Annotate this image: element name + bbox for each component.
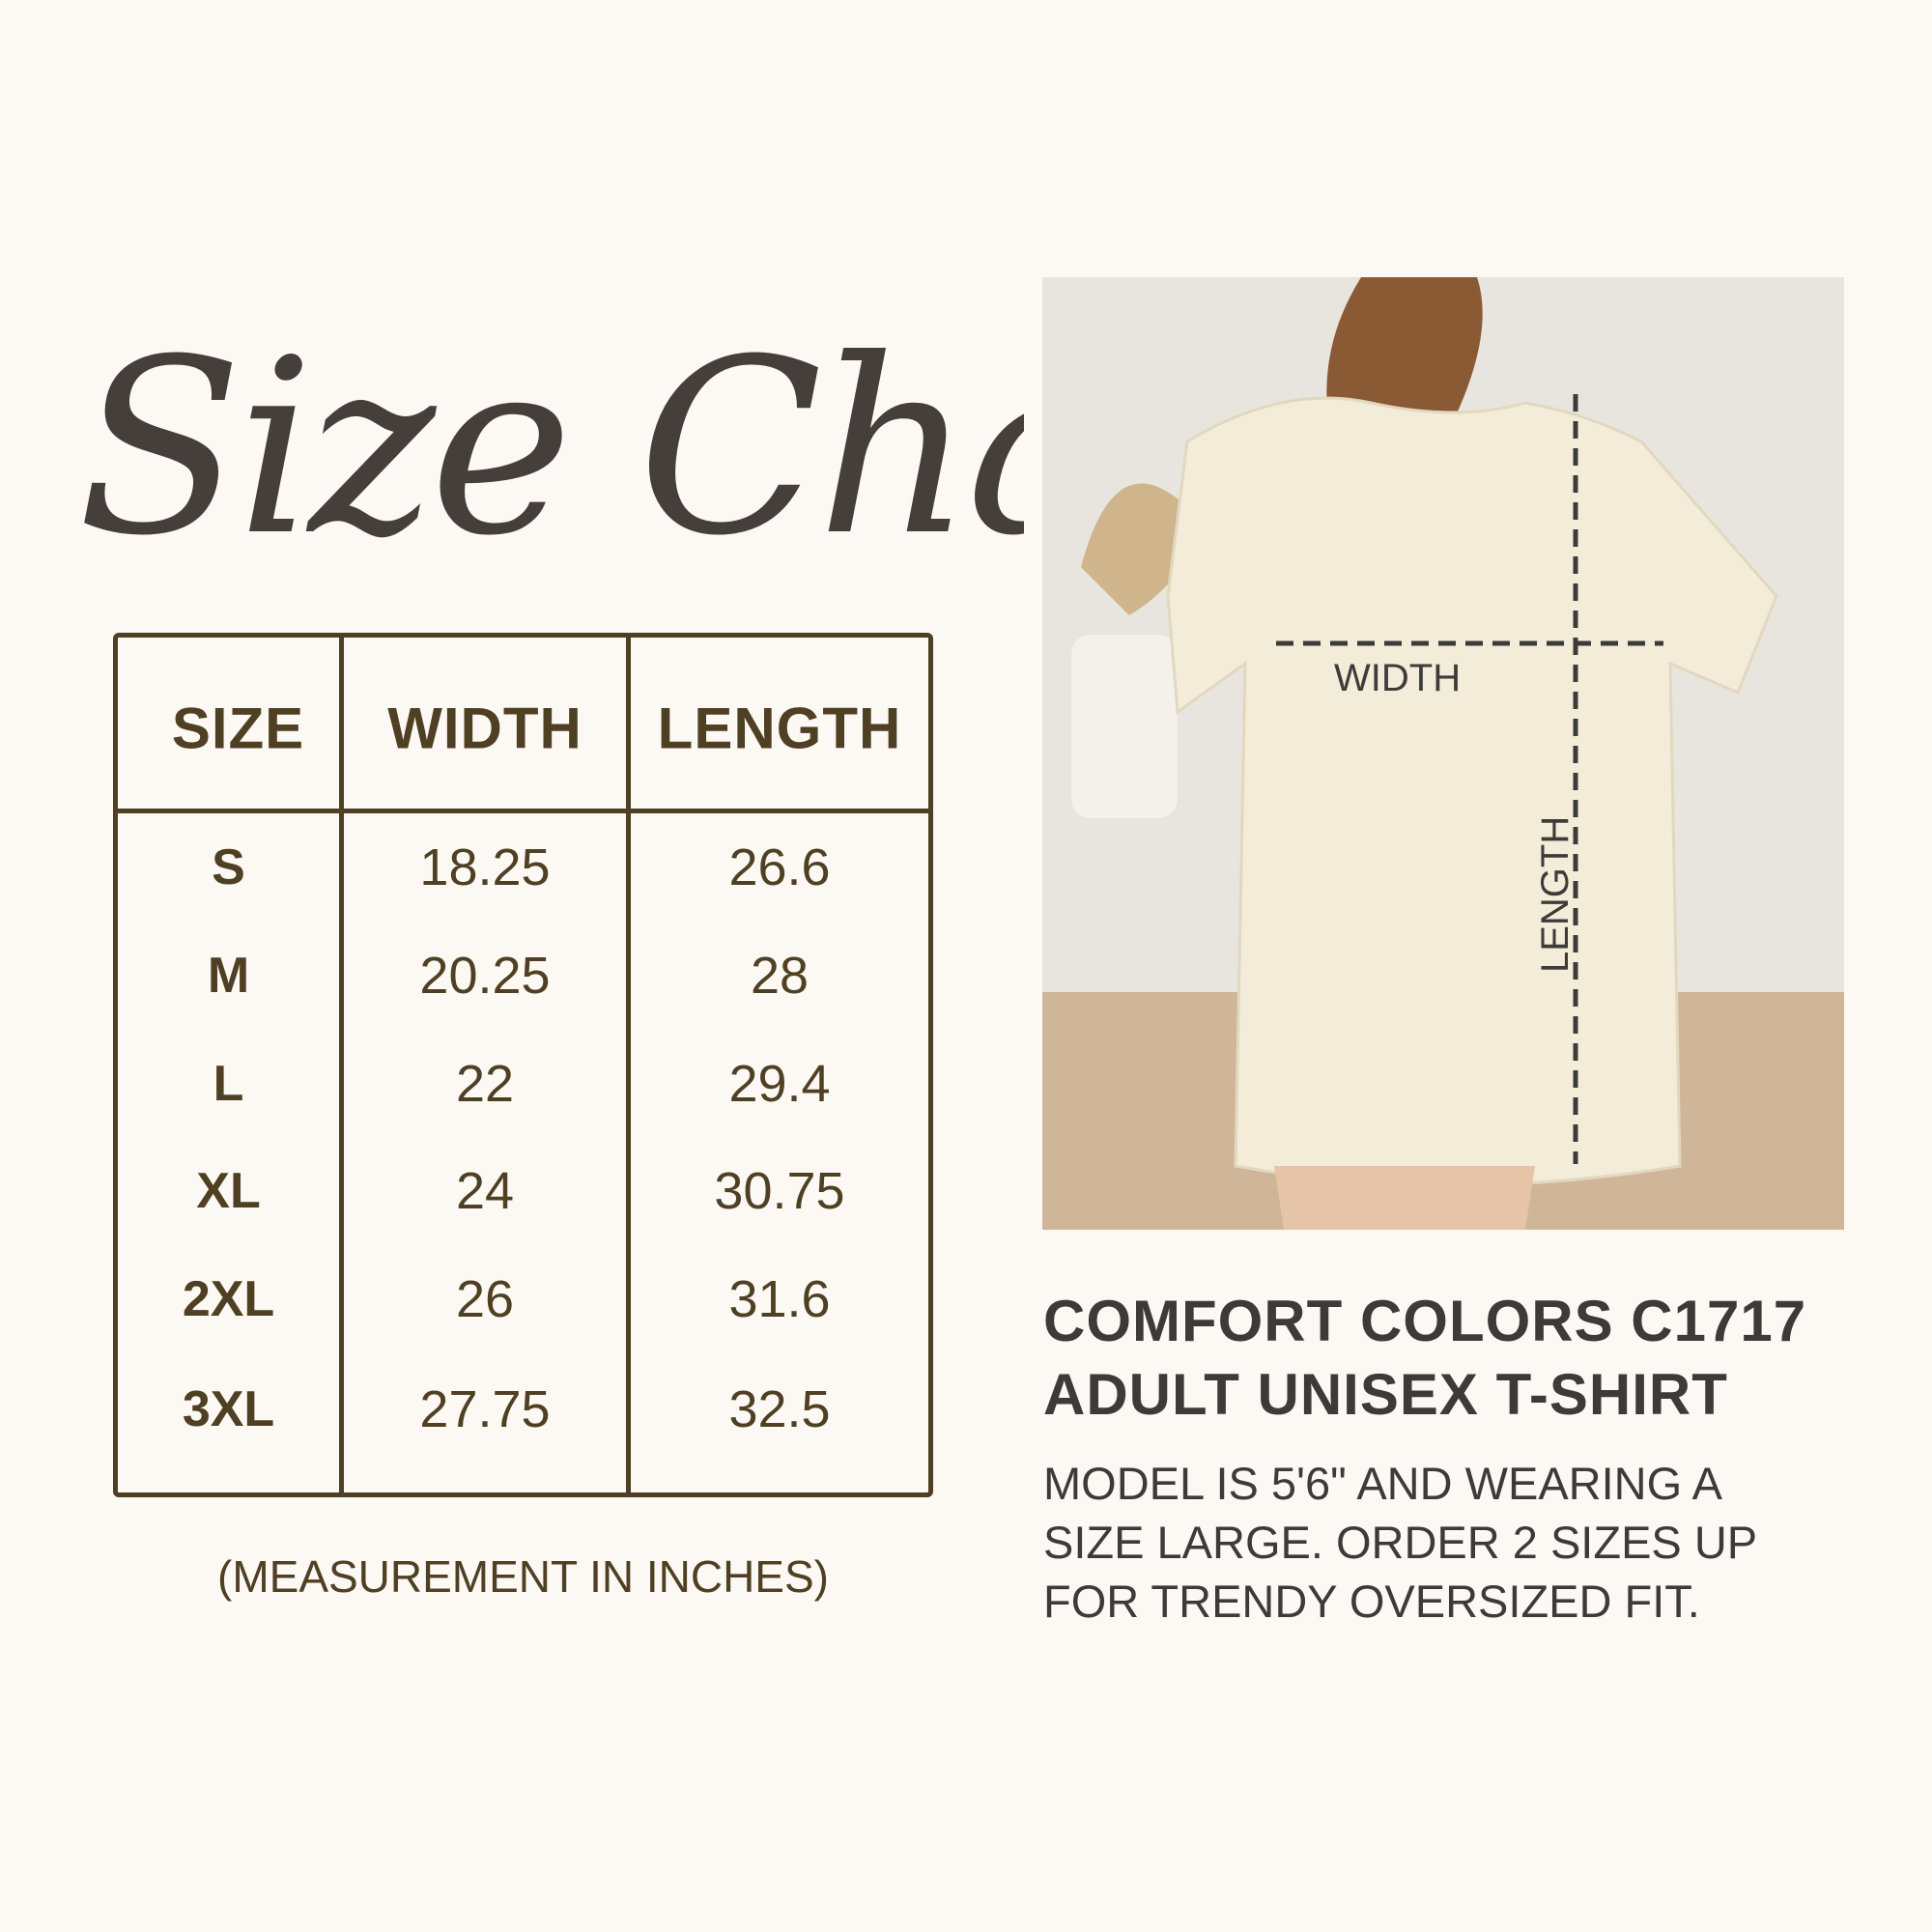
column-divider xyxy=(339,638,344,1492)
header-length: LENGTH xyxy=(657,696,902,761)
row-length: 28 xyxy=(750,947,810,1005)
row-size: 3XL xyxy=(182,1381,275,1437)
width-label: WIDTH xyxy=(1334,657,1462,699)
row-size: L xyxy=(213,1056,244,1112)
model-photo-illustration xyxy=(1042,277,1844,1230)
description-line: FOR TRENDY OVERSIZED FIT. xyxy=(1043,1576,1700,1627)
description-line: SIZE LARGE. ORDER 2 SIZES UP xyxy=(1043,1517,1758,1568)
row-length: 31.6 xyxy=(728,1270,831,1328)
row-length: 30.75 xyxy=(714,1162,845,1220)
column-divider xyxy=(626,638,631,1492)
size-table: SIZE WIDTH LENGTH S 18.25 26.6 M 20.25 28 L 22 2… xyxy=(113,633,933,1497)
product-title-line: COMFORT COLORS C1717 xyxy=(1043,1289,1807,1353)
row-size: M xyxy=(207,948,250,1004)
header-width: WIDTH xyxy=(387,696,582,761)
header-divider xyxy=(118,809,928,813)
row-width: 22 xyxy=(455,1055,515,1113)
description-line: MODEL IS 5'6" AND WEARING A xyxy=(1043,1458,1722,1509)
header-size: SIZE xyxy=(171,696,305,761)
title-text: Size Chart xyxy=(77,307,1024,588)
product-title-line: ADULT UNISEX T-SHIRT xyxy=(1043,1362,1728,1427)
row-length: 29.4 xyxy=(728,1055,831,1113)
row-length: 26.6 xyxy=(728,838,831,896)
row-width: 26 xyxy=(455,1270,515,1328)
row-width: 20.25 xyxy=(419,947,551,1005)
measurement-note: (MEASUREMENT IN INCHES) xyxy=(217,1551,829,1602)
product-description: MODEL IS 5'6" AND WEARING A SIZE LARGE. … xyxy=(1043,1454,1757,1631)
model-photo: WIDTH LENGTH xyxy=(1042,277,1844,1230)
row-width: 24 xyxy=(455,1162,515,1220)
size-chart-title: Size Chart xyxy=(77,307,1024,588)
row-width: 27.75 xyxy=(419,1380,551,1438)
row-width: 18.25 xyxy=(419,838,551,896)
measurement-lines xyxy=(1276,394,1663,1164)
length-label: LENGTH xyxy=(1534,815,1577,973)
row-length: 32.5 xyxy=(728,1380,831,1438)
row-size: XL xyxy=(196,1163,261,1219)
product-title: COMFORT COLORS C1717 ADULT UNISEX T-SHIR… xyxy=(1043,1285,1806,1432)
row-size: S xyxy=(212,839,245,895)
row-size: 2XL xyxy=(182,1271,275,1327)
